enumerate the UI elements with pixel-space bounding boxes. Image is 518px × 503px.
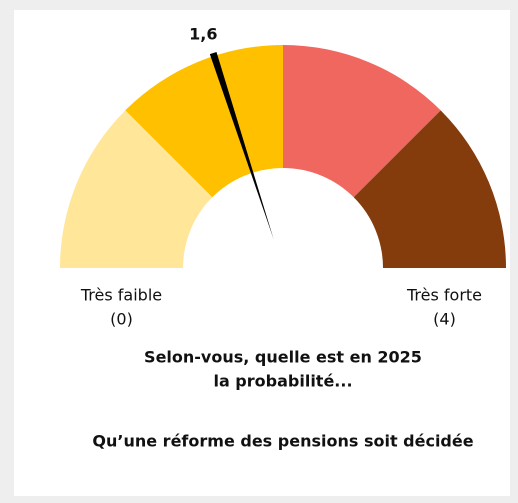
gauge-band (60, 110, 213, 268)
range-label: Très forte (406, 286, 482, 305)
chart-subtitle: Qu’une réforme des pensions soit décidée (92, 432, 473, 451)
gauge-band (353, 110, 506, 268)
range-value-label: (4) (433, 310, 456, 329)
range-value-label: (0) (110, 310, 133, 329)
value-label: 1,6 (189, 24, 217, 43)
needle (209, 51, 274, 240)
gauge-band (283, 45, 441, 198)
range-label: Très faible (80, 286, 162, 305)
chart-title: Selon-vous, quelle est en 2025 (144, 348, 422, 367)
chart-title: la probabilité... (213, 372, 352, 391)
gauge-band (125, 45, 283, 198)
